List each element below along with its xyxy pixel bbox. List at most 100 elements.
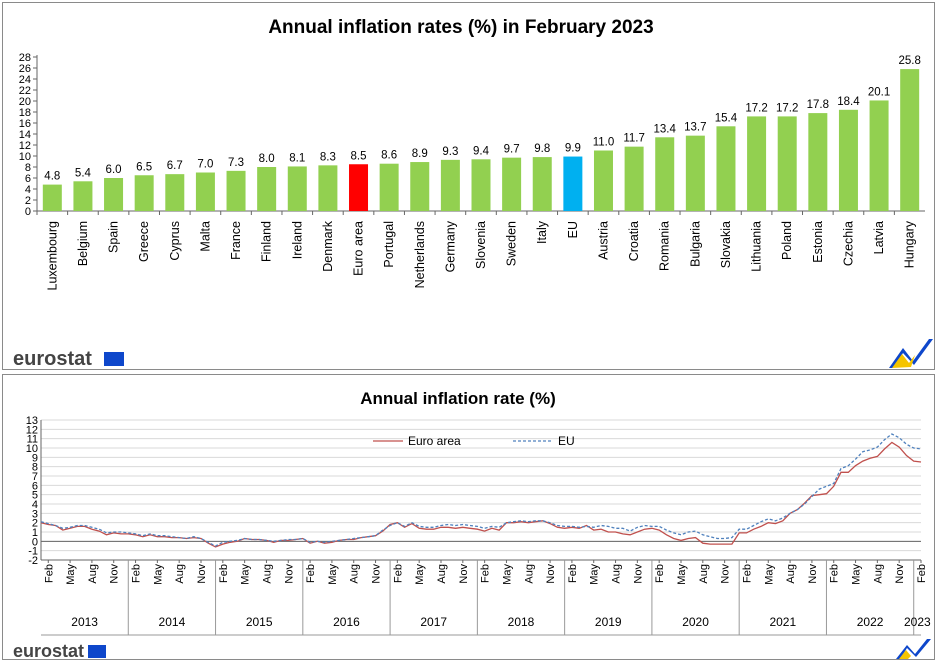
- bar: [471, 159, 491, 211]
- category-label: Cyprus: [168, 221, 182, 261]
- legend-label: Euro area: [408, 434, 461, 448]
- month-tick-label: Nov: [283, 564, 295, 584]
- category-label: Hungary: [903, 220, 917, 268]
- category-label: Croatia: [627, 221, 641, 261]
- y-tick-label: 26: [19, 63, 31, 75]
- category-label: Spain: [107, 221, 121, 253]
- data-label: 11.0: [593, 137, 615, 149]
- eu-flag-icon-bottom: [88, 645, 106, 658]
- category-label: Netherlands: [413, 221, 427, 288]
- data-label: 8.3: [320, 151, 336, 163]
- eurostat-logo-text: eurostat: [13, 348, 92, 369]
- data-label: 9.9: [565, 143, 581, 155]
- month-tick-label: Feb: [218, 564, 230, 583]
- bar: [318, 165, 338, 211]
- year-label: 2022: [857, 615, 884, 629]
- month-tick-label: May: [763, 564, 775, 585]
- category-label: Slovenia: [474, 221, 488, 269]
- y-tick-label: 4: [25, 184, 31, 196]
- y-tick-label: 10: [19, 151, 31, 163]
- bar: [104, 178, 124, 211]
- y-tick-label: 16: [19, 118, 31, 130]
- bar-chart-panel: Annual inflation rates (%) in February 2…: [2, 2, 935, 370]
- bar: [379, 163, 399, 211]
- bar: [410, 162, 430, 211]
- year-label: 2016: [333, 615, 360, 629]
- y-tick-label: 3: [32, 508, 38, 520]
- data-label: 5.4: [75, 167, 92, 179]
- bar: [655, 137, 675, 211]
- data-label: 25.8: [898, 55, 920, 67]
- month-tick-label: Aug: [349, 564, 361, 584]
- month-tick-label: Aug: [611, 564, 623, 584]
- category-label: Germany: [443, 220, 457, 272]
- month-tick-label: Aug: [785, 564, 797, 584]
- category-label: EU: [566, 221, 580, 238]
- bar: [257, 167, 277, 211]
- bar: [349, 164, 369, 211]
- month-tick-label: Feb: [654, 564, 666, 583]
- bar-category-labels: Luxembourg Belgium Spain Greece Cyprus Malta F…: [36, 211, 917, 291]
- year-label: 2015: [246, 615, 273, 629]
- category-label: Denmark: [321, 220, 335, 271]
- y-tick-label: 28: [19, 52, 31, 64]
- bar: [593, 150, 613, 211]
- y-tick-label: 18: [19, 107, 31, 119]
- y-tick-label: 10: [26, 443, 38, 455]
- category-label: Latvia: [872, 221, 886, 254]
- data-label: 17.8: [807, 99, 829, 111]
- data-label: 9.3: [442, 146, 458, 158]
- data-label: 6.0: [106, 164, 122, 176]
- bar: [42, 184, 62, 211]
- year-label: 2018: [508, 615, 535, 629]
- category-label: Euro area: [352, 221, 366, 276]
- month-tick-label: Nov: [196, 564, 208, 584]
- data-label: 7.0: [197, 159, 213, 171]
- bar-chart-title: Annual inflation rates (%) in February 2…: [268, 17, 653, 38]
- bar: [747, 116, 767, 211]
- category-label: Bulgaria: [688, 221, 702, 267]
- category-label: Czechia: [841, 221, 855, 266]
- data-label: 8.5: [351, 150, 367, 162]
- eurostat-logo-text-bottom: eurostat: [13, 641, 84, 659]
- bar: [165, 174, 185, 211]
- y-tick-label: 24: [19, 74, 31, 86]
- bar: [440, 159, 460, 211]
- y-tick-label: 0: [32, 536, 38, 548]
- month-tick-label: May: [501, 564, 513, 585]
- data-label: 6.5: [136, 161, 152, 173]
- line-chart: Annual inflation rate (%) -2-10123456789…: [13, 389, 931, 661]
- y-tick-label: 2: [32, 518, 38, 530]
- month-tick-label: Nov: [371, 564, 383, 584]
- eu-flag-icon: [104, 352, 124, 366]
- line-chart-panel: Annual inflation rate (%) -2 -1 0 1 2 3 4 5 6 7 8 9…: [2, 374, 935, 661]
- month-tick-label: Aug: [698, 564, 710, 584]
- y-tick-label: 14: [19, 129, 31, 141]
- month-tick-label: Feb: [567, 564, 579, 583]
- month-tick-label: Feb: [305, 564, 317, 583]
- y-tick-label: 20: [19, 96, 31, 108]
- year-label: 2013: [71, 615, 98, 629]
- data-label: 6.7: [167, 160, 183, 172]
- month-tick-label: Feb: [131, 564, 143, 583]
- month-tick-label: Feb: [829, 564, 841, 583]
- y-tick-label: 12: [26, 424, 38, 436]
- category-label: Romania: [658, 221, 672, 271]
- y-tick-label: 6: [32, 480, 38, 492]
- bar: [287, 166, 307, 211]
- y-tick-label: 12: [19, 140, 31, 152]
- month-tick-label: Nov: [458, 564, 470, 584]
- month-tick-label: Nov: [109, 564, 121, 584]
- data-label: 8.1: [289, 152, 305, 164]
- data-label: 17.2: [745, 102, 767, 114]
- bar: [900, 69, 920, 211]
- data-label: 17.2: [776, 102, 798, 114]
- y-tick-label: 0: [25, 206, 31, 218]
- data-label: 9.8: [534, 143, 550, 155]
- month-tick-label: Nov: [807, 564, 819, 584]
- data-label: 8.0: [259, 153, 275, 165]
- data-label: 13.7: [684, 122, 706, 134]
- legend-label: EU: [558, 434, 575, 448]
- y-tick-label: 6: [25, 173, 31, 185]
